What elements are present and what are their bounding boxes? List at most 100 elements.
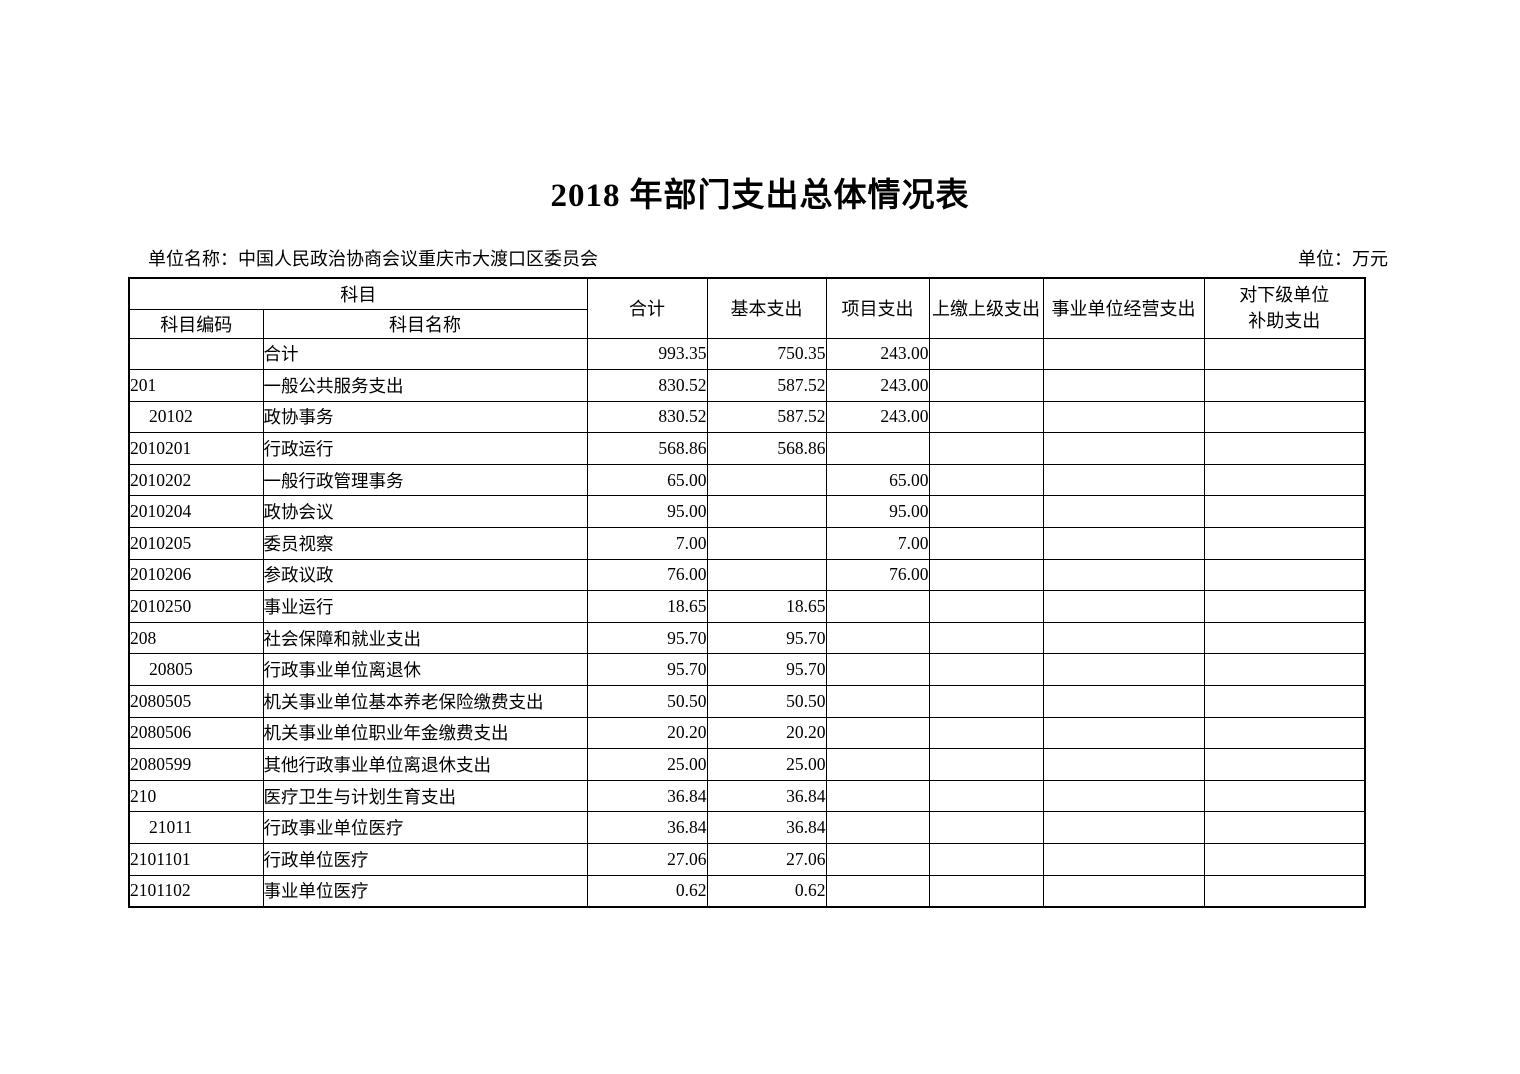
subject-code-cell: 201 — [128, 369, 264, 402]
subject-code-cell: 2010250 — [128, 590, 264, 623]
project-expense-cell: 95.00 — [825, 495, 930, 529]
table-row: 21011 行政事业单位医疗 36.84 36.84 — [128, 811, 1366, 844]
subject-name-cell: 合计 — [262, 337, 588, 371]
basic-expense-cell: 587.52 — [706, 369, 827, 402]
table-row: 2010205 委员视察 7.00 7.00 — [128, 527, 1366, 560]
subsidy-expense-cell — [1203, 685, 1366, 718]
basic-expense-cell: 27.06 — [706, 843, 827, 876]
business-expense-cell — [1042, 874, 1205, 908]
upper-level-expense-cell — [928, 400, 1044, 434]
subject-code-cell: 2101102 — [128, 874, 264, 908]
subsidy-expense-cell — [1203, 463, 1366, 497]
subject-name-cell: 事业单位医疗 — [262, 874, 588, 908]
subsidy-expense-cell — [1203, 432, 1366, 465]
subject-name-cell: 医疗卫生与计划生育支出 — [262, 779, 588, 813]
project-expense-cell — [825, 653, 930, 687]
total-cell: 0.62 — [586, 874, 708, 908]
upper-level-expense-cell — [928, 369, 1044, 402]
header-basic-expense: 基本支出 — [706, 277, 827, 339]
business-expense-cell — [1042, 685, 1205, 718]
table-row: 20805 行政事业单位离退休 95.70 95.70 — [128, 653, 1366, 687]
subject-name-cell: 事业运行 — [262, 590, 588, 623]
header-total: 合计 — [586, 277, 708, 339]
basic-expense-cell — [706, 558, 827, 592]
upper-level-expense-cell — [928, 685, 1044, 718]
subject-code-cell: 21011 — [128, 811, 264, 844]
table-row: 210 医疗卫生与计划生育支出 36.84 36.84 — [128, 779, 1366, 813]
unit-of-measure: 单位：万元 — [1298, 249, 1388, 269]
total-cell: 830.52 — [586, 400, 708, 434]
subject-code-cell: 2080599 — [128, 748, 264, 781]
upper-level-expense-cell — [928, 716, 1044, 750]
subject-name-cell: 政协事务 — [262, 400, 588, 434]
upper-level-expense-cell — [928, 811, 1044, 844]
subject-code-cell: 2010205 — [128, 527, 264, 560]
unit-name-line: 单位名称：中国人民政治协商会议重庆市大渡口区委员会 — [148, 245, 598, 271]
subsidy-expense-cell — [1203, 621, 1366, 655]
header-subsidy-line1: 对下级单位 — [1239, 285, 1330, 306]
basic-expense-cell: 750.35 — [706, 337, 827, 371]
basic-expense-cell: 25.00 — [706, 748, 827, 781]
subject-code-cell: 210 — [128, 779, 264, 813]
project-expense-cell — [825, 843, 930, 876]
upper-level-expense-cell — [928, 527, 1044, 560]
subsidy-expense-cell — [1203, 843, 1366, 876]
project-expense-cell: 7.00 — [825, 527, 930, 560]
header-project-expense: 项目支出 — [825, 277, 930, 339]
title-text: 年部门支出总体情况表 — [629, 176, 970, 213]
project-expense-cell — [825, 779, 930, 813]
page-title: 2018 年部门支出总体情况表 — [0, 168, 1520, 216]
basic-expense-cell: 50.50 — [706, 685, 827, 718]
business-expense-cell — [1042, 495, 1205, 529]
basic-expense-cell: 18.65 — [706, 590, 827, 623]
expenditure-table: 科目 合计 基本支出 项目支出 上缴上级支出 事业单位经营支出 对下级单位 补助支… — [128, 277, 1366, 908]
project-expense-cell: 65.00 — [825, 463, 930, 497]
table-row: 2080506 机关事业单位职业年金缴费支出 20.20 20.20 — [128, 716, 1366, 750]
total-cell: 830.52 — [586, 369, 708, 402]
subject-name-cell: 其他行政事业单位离退休支出 — [262, 748, 588, 781]
subject-name-cell: 一般行政管理事务 — [262, 463, 588, 497]
total-cell: 7.00 — [586, 527, 708, 560]
table-row: 2010204 政协会议 95.00 95.00 — [128, 495, 1366, 529]
subject-name-cell: 一般公共服务支出 — [262, 369, 588, 402]
subsidy-expense-cell — [1203, 811, 1366, 844]
subject-name-cell: 社会保障和就业支出 — [262, 621, 588, 655]
subject-code-cell: 2080505 — [128, 685, 264, 718]
subject-name-cell: 行政单位医疗 — [262, 843, 588, 876]
header-subsidy-line2: 补助支出 — [1248, 311, 1321, 332]
business-expense-cell — [1042, 621, 1205, 655]
upper-level-expense-cell — [928, 432, 1044, 465]
total-cell: 20.20 — [586, 716, 708, 750]
table-row: 2080505 机关事业单位基本养老保险缴费支出 50.50 50.50 — [128, 685, 1366, 718]
business-expense-cell — [1042, 779, 1205, 813]
subsidy-expense-cell — [1203, 653, 1366, 687]
upper-level-expense-cell — [928, 843, 1044, 876]
basic-expense-cell: 36.84 — [706, 811, 827, 844]
subsidy-expense-cell — [1203, 716, 1366, 750]
header-subsidy-expense: 对下级单位 补助支出 — [1203, 277, 1366, 339]
project-expense-cell: 243.00 — [825, 337, 930, 371]
basic-expense-cell — [706, 463, 827, 497]
business-expense-cell — [1042, 843, 1205, 876]
subsidy-expense-cell — [1203, 527, 1366, 560]
business-expense-cell — [1042, 558, 1205, 592]
table-row: 2101101 行政单位医疗 27.06 27.06 — [128, 843, 1366, 876]
business-expense-cell — [1042, 337, 1205, 371]
subject-code-cell: 2010206 — [128, 558, 264, 592]
subject-code-cell: 20805 — [128, 653, 264, 687]
total-cell: 25.00 — [586, 748, 708, 781]
basic-expense-cell: 20.20 — [706, 716, 827, 750]
subject-name-cell: 参政议政 — [262, 558, 588, 592]
upper-level-expense-cell — [928, 748, 1044, 781]
total-cell: 36.84 — [586, 779, 708, 813]
subsidy-expense-cell — [1203, 369, 1366, 402]
subject-code-cell — [128, 337, 264, 371]
subsidy-expense-cell — [1203, 748, 1366, 781]
unit-name-value: 中国人民政治协商会议重庆市大渡口区委员会 — [238, 249, 598, 269]
upper-level-expense-cell — [928, 621, 1044, 655]
project-expense-cell — [825, 685, 930, 718]
total-cell: 95.00 — [586, 495, 708, 529]
header-subject-name: 科目名称 — [262, 308, 588, 339]
total-cell: 993.35 — [586, 337, 708, 371]
subject-code-cell: 208 — [128, 621, 264, 655]
